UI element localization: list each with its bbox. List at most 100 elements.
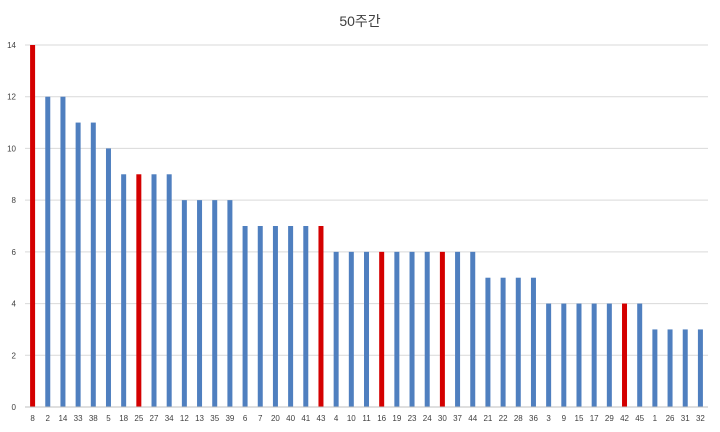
y-tick-label: 14: [7, 41, 16, 50]
bar-series: [30, 45, 703, 408]
bar-6: [242, 226, 248, 407]
bar-5: [105, 148, 111, 407]
chart-title: 50주간: [339, 13, 380, 29]
x-tick-label: 20: [271, 414, 280, 423]
x-tick-label: 7: [258, 414, 263, 423]
x-tick-label: 11: [362, 414, 371, 423]
x-tick-label: 1: [653, 414, 658, 423]
bar-45: [637, 303, 643, 407]
x-tick-label: 15: [575, 414, 584, 423]
x-tick-label: 10: [347, 414, 356, 423]
x-tick-label: 9: [562, 414, 567, 423]
bar-19: [394, 251, 400, 407]
bar-4: [333, 251, 339, 407]
bar-11: [364, 251, 369, 407]
x-tick-label: 35: [210, 414, 219, 423]
bar-17: [591, 303, 597, 407]
x-tick-label: 29: [605, 414, 614, 423]
x-tick-label: 21: [483, 414, 492, 423]
x-tick-label: 30: [438, 414, 447, 423]
x-tick-label: 14: [58, 414, 67, 423]
x-tick-label: 5: [106, 414, 111, 423]
bar-26: [667, 329, 673, 407]
x-tick-label: 32: [696, 414, 705, 423]
x-tick-label: 43: [317, 414, 326, 423]
x-tick-label: 25: [134, 414, 143, 423]
bar-21: [485, 277, 491, 407]
bar-41: [303, 226, 309, 407]
bar-44: [470, 251, 476, 407]
x-tick-label: 12: [180, 414, 189, 423]
x-tick-label: 8: [30, 414, 35, 423]
x-tick-label: 2: [46, 414, 51, 423]
x-tick-label: 36: [529, 414, 538, 423]
bar-33: [75, 122, 81, 408]
x-tick-label: 31: [681, 414, 690, 423]
bar-39: [227, 200, 233, 407]
bar-30: [439, 251, 445, 407]
bar-1: [652, 329, 658, 407]
bar-32: [697, 329, 703, 407]
x-tick-label: 33: [74, 414, 83, 423]
bar-16: [379, 251, 385, 407]
y-tick-label: 10: [7, 144, 16, 153]
x-tick-label: 37: [453, 414, 462, 423]
bar-38: [90, 122, 96, 408]
bar-24: [424, 251, 430, 407]
bar-14: [60, 96, 66, 407]
x-tick-label: 13: [195, 414, 204, 423]
y-tick-label: 0: [12, 403, 17, 412]
x-tick-label: 45: [635, 414, 644, 423]
bar-34: [166, 174, 172, 407]
bar-28: [515, 277, 521, 407]
bar-35: [212, 200, 218, 407]
x-tick-label: 39: [225, 414, 234, 423]
x-tick-label: 3: [546, 414, 551, 423]
x-tick-label: 28: [514, 414, 523, 423]
x-tick-label: 44: [468, 414, 477, 423]
bar-29: [606, 303, 612, 407]
bar-13: [197, 200, 203, 407]
bar-8: [30, 45, 36, 407]
bar-9: [561, 303, 567, 407]
x-tick-label: 38: [89, 414, 98, 423]
bar-27: [151, 174, 157, 407]
bar-22: [500, 277, 506, 407]
bar-15: [576, 303, 582, 407]
bar-7: [257, 226, 263, 407]
x-tick-label: 6: [243, 414, 248, 423]
x-tick-label: 24: [423, 414, 432, 423]
bar-31: [682, 329, 688, 407]
bar-40: [288, 226, 294, 407]
bar-3: [546, 303, 552, 407]
bar-10: [348, 251, 354, 407]
x-tick-label: 42: [620, 414, 629, 423]
y-tick-label: 8: [12, 196, 17, 205]
x-tick-label: 17: [590, 414, 599, 423]
bar-18: [121, 174, 127, 407]
x-tick-label: 23: [408, 414, 417, 423]
bar-23: [409, 251, 415, 407]
bar-12: [181, 200, 187, 407]
bar-25: [136, 174, 142, 407]
x-tick-label: 18: [119, 414, 128, 423]
bar-36: [530, 277, 536, 407]
y-axis-ticks: 0 2 4 6 8 10 12 14: [7, 41, 16, 412]
y-tick-label: 6: [12, 248, 17, 257]
x-tick-label: 22: [499, 414, 508, 423]
bar-37: [455, 251, 461, 407]
bar-43: [318, 226, 324, 407]
x-tick-label: 34: [165, 414, 174, 423]
x-tick-label: 4: [334, 414, 339, 423]
bar-42: [622, 303, 628, 407]
x-tick-label: 19: [392, 414, 401, 423]
bar-2: [45, 96, 51, 407]
x-tick-label: 27: [150, 414, 159, 423]
x-axis-ticks: 8 2 14 33 38 5 18 25 27 34 12 13 35 39 6 7 20 40 41 43 4 10 11…: [30, 414, 705, 423]
x-tick-label: 16: [377, 414, 386, 423]
y-tick-label: 4: [12, 300, 17, 309]
y-tick-label: 2: [12, 351, 17, 360]
x-tick-label: 26: [666, 414, 675, 423]
